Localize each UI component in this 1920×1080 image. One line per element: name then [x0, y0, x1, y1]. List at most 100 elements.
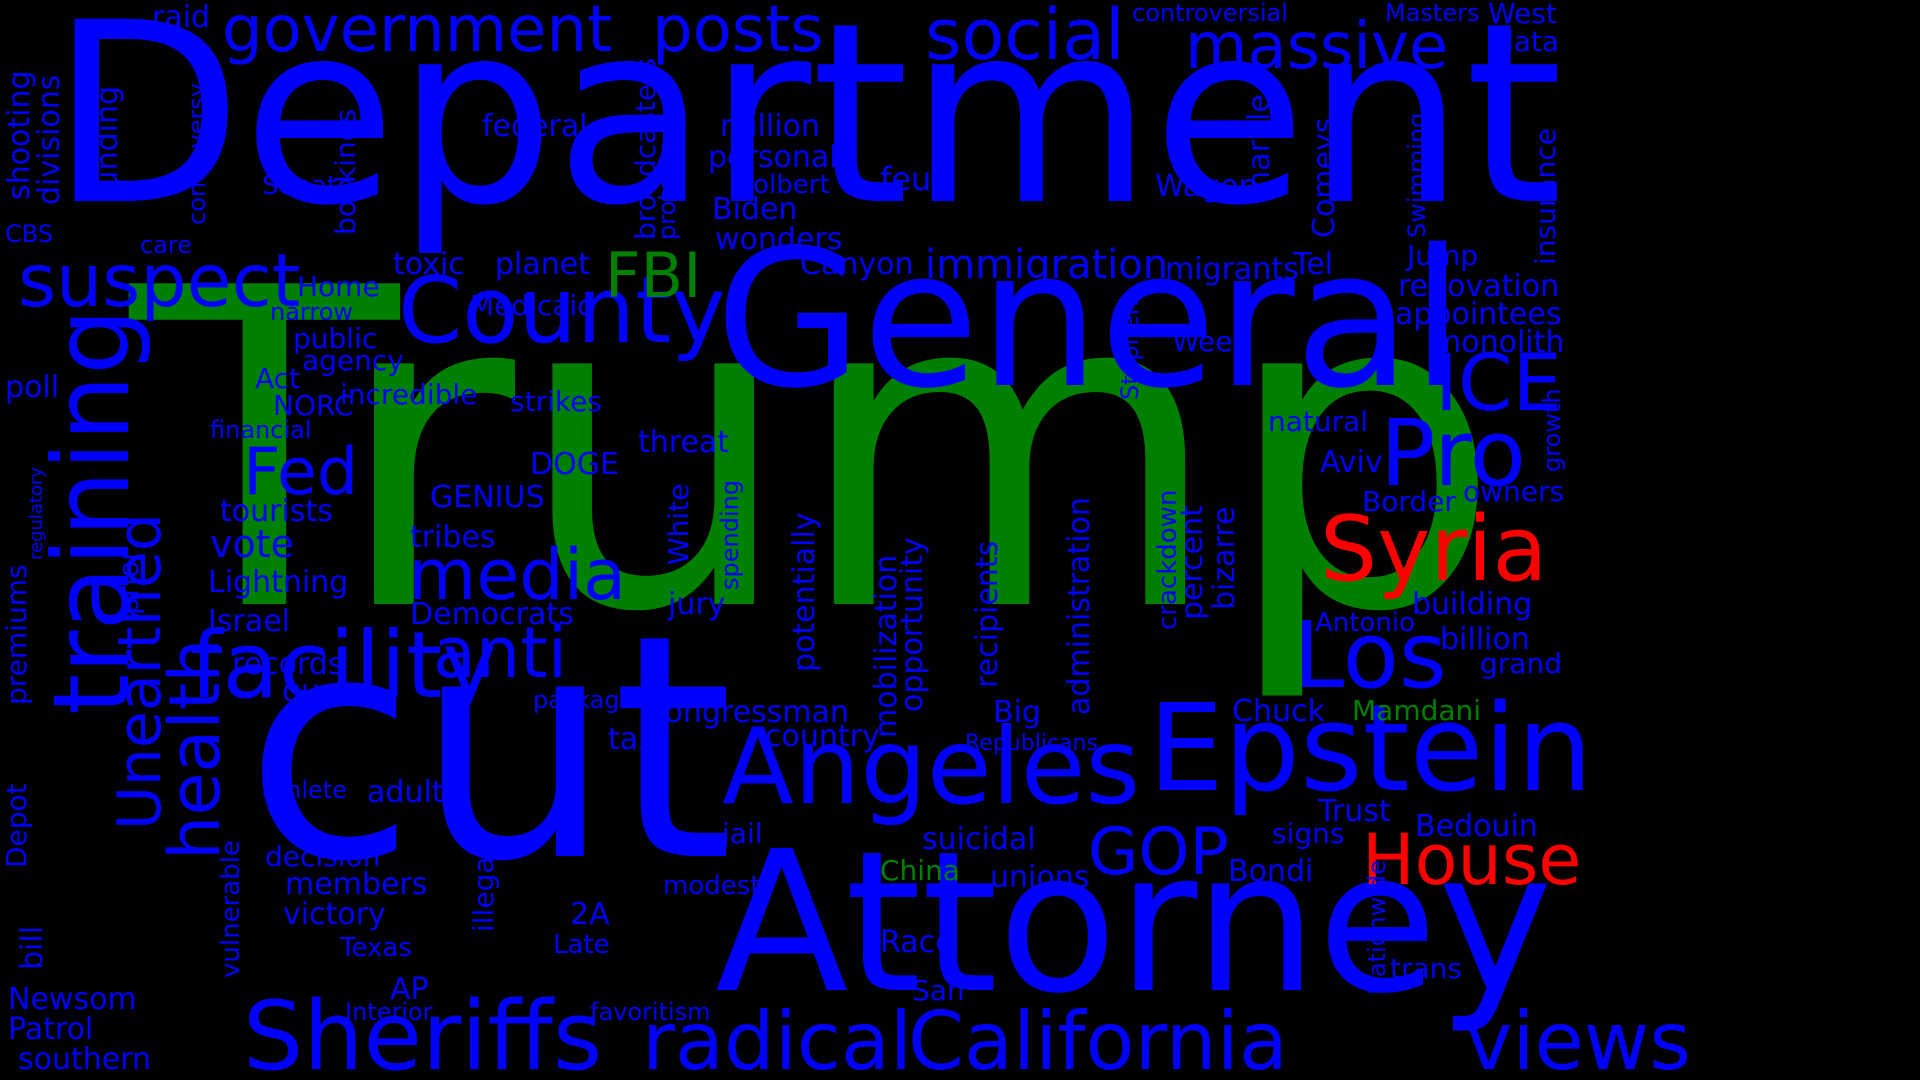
word-raid: raid: [152, 0, 211, 35]
word-divisions: divisions: [32, 74, 67, 205]
word-jump: Jump: [1407, 239, 1479, 272]
word-white: White: [662, 483, 695, 565]
word-republicans: Republicans: [965, 731, 1098, 756]
word-cut: cut: [245, 569, 734, 930]
word-recipients: recipients: [970, 540, 1005, 688]
word-bill: bill: [15, 925, 50, 970]
word-border: Border: [1362, 485, 1456, 518]
word-week: Week: [1172, 325, 1249, 358]
word-unions: unions: [990, 860, 1090, 895]
word-home: Home: [297, 270, 380, 303]
word-texas: Texas: [340, 933, 412, 963]
word-tribes: tribes: [410, 520, 496, 555]
word-mamdani: Mamdani: [1352, 694, 1482, 727]
word-depot: Depot: [0, 783, 33, 868]
word-2a: 2A: [570, 897, 610, 932]
word-tax: tax: [608, 722, 656, 757]
word-owners: owners: [1463, 475, 1565, 508]
word-media: media: [408, 534, 627, 616]
word-patrol: Patrol: [8, 1012, 94, 1047]
word-democrats: Democrats: [410, 597, 574, 632]
word-billion: billion: [1440, 622, 1530, 657]
word-radical: radical: [642, 995, 913, 1080]
word-signs: signs: [1272, 817, 1345, 850]
word-appointees: appointees: [1395, 297, 1562, 332]
word-ap: AP: [390, 972, 429, 1007]
word-big: Big: [993, 695, 1041, 730]
word-attorney: Attorney: [715, 809, 1553, 1036]
word-race: Race: [880, 925, 954, 960]
word-sheriffs: Sheriffs: [243, 982, 603, 1080]
word-feud: feud: [880, 160, 952, 198]
word-members: members: [285, 867, 428, 902]
word-epstein: Epstein: [1148, 680, 1593, 819]
word-shooting: shooting: [2, 70, 37, 200]
word-monolith: monolith: [1432, 325, 1565, 360]
word-norc: NORC: [273, 389, 354, 422]
word-growth: growth: [1538, 388, 1566, 472]
word-bookings: bookings: [329, 108, 362, 235]
word-social: social: [925, 0, 1125, 76]
word-regulatory: regulatory: [26, 466, 47, 560]
word-package: package: [533, 686, 635, 714]
word-data: data: [1496, 25, 1560, 58]
word-financial: financial: [210, 416, 312, 444]
word-adults: adults: [367, 775, 460, 810]
word-care: care: [140, 231, 193, 259]
word-anti: anti: [433, 612, 568, 694]
word-israel: Israel: [208, 604, 290, 639]
word-stephen: Stephen: [1116, 300, 1144, 400]
word-senate: Senate: [262, 171, 354, 201]
word-los: Los: [1293, 602, 1447, 709]
word-southern: southern: [18, 1042, 152, 1077]
word-building: building: [1412, 587, 1533, 622]
word-administration: administration: [1062, 497, 1097, 715]
word-newsom: Newsom: [8, 982, 137, 1017]
word-aviv: Aviv: [1320, 445, 1383, 480]
word-agency: agency: [302, 344, 404, 377]
word-toxic: toxic: [393, 247, 465, 282]
word-percent: percent: [1175, 505, 1210, 620]
word-bondi: Bondi: [1228, 854, 1314, 889]
word-grand: grand: [1480, 647, 1562, 680]
word-narrow: narrow: [270, 298, 354, 326]
word-decision: decision: [265, 840, 381, 873]
word-insurance: insurance: [1529, 128, 1562, 265]
word-ice: ICE: [1435, 339, 1562, 429]
word-bizarre: bizarre: [1207, 506, 1242, 610]
word-gop: GOP: [1088, 815, 1229, 890]
word-suicidal: suicidal: [922, 822, 1036, 857]
word-controversial: controversial: [1132, 0, 1288, 27]
word-dodge: DOGE: [530, 447, 619, 482]
word-act: Act: [255, 362, 301, 395]
word-victory: victory: [283, 897, 386, 932]
word-million: million: [720, 109, 820, 144]
word-controversy: controversy: [183, 82, 211, 225]
word-california: California: [908, 995, 1288, 1080]
word-public: public: [293, 322, 378, 355]
word-federal: federal: [482, 109, 588, 144]
word-marble: marble: [1242, 94, 1277, 200]
word-strikes: strikes: [510, 385, 602, 418]
word-nationwide: Nationwide: [1363, 860, 1391, 995]
word-vote: vote: [210, 522, 295, 566]
word-spending: spending: [716, 479, 744, 590]
word-china: China: [880, 854, 960, 887]
word-bedouin: Bedouin: [1415, 809, 1538, 844]
word-fed: Fed: [243, 435, 359, 510]
word-comeys: Comeys: [1307, 117, 1342, 238]
word-athlete: athlete: [262, 776, 347, 804]
word-jury: jury: [668, 587, 726, 622]
word-tourists: tourists: [220, 494, 333, 529]
word-cbs: CBS: [5, 220, 54, 248]
word-opportunity: opportunity: [895, 537, 930, 712]
word-gun: gun: [282, 674, 340, 709]
word-syria: Syria: [1320, 497, 1548, 602]
word-angeles: Angeles: [722, 706, 1141, 828]
word-swimming: Swimming: [1403, 112, 1431, 238]
word-premiums: premiums: [0, 564, 33, 705]
word-government: government: [222, 0, 613, 67]
word-medicaid: Medicaid: [470, 289, 596, 322]
word-facility: facility: [190, 612, 497, 719]
